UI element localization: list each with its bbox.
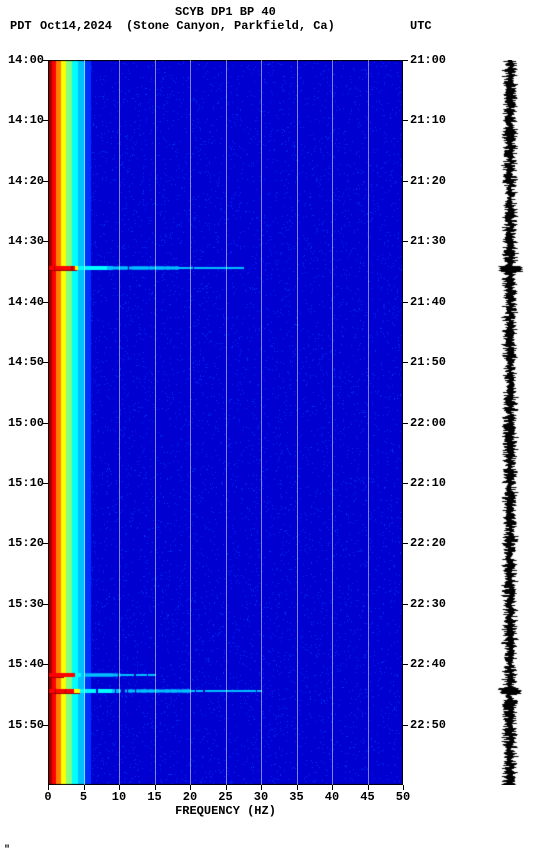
- tick-mark: [43, 604, 48, 605]
- tick-mark: [403, 302, 408, 303]
- grid-line: [261, 60, 262, 785]
- ytick-right: 22:30: [410, 597, 450, 611]
- tz-right-label: UTC: [410, 19, 432, 33]
- tz-left-label: PDT: [10, 19, 32, 33]
- ytick-left: 15:40: [4, 657, 44, 671]
- grid-line: [332, 60, 333, 785]
- xtick: 10: [104, 790, 134, 804]
- grid-line: [155, 60, 156, 785]
- ytick-right: 22:40: [410, 657, 450, 671]
- waveform-canvas: [490, 60, 530, 785]
- ytick-right: 22:00: [410, 416, 450, 430]
- ytick-left: 14:10: [4, 113, 44, 127]
- ytick-left: 14:40: [4, 295, 44, 309]
- ytick-right: 21:50: [410, 355, 450, 369]
- ytick-right: 22:50: [410, 718, 450, 732]
- ytick-left: 15:10: [4, 476, 44, 490]
- ytick-right: 21:40: [410, 295, 450, 309]
- tick-mark: [190, 785, 191, 790]
- ytick-right: 21:00: [410, 53, 450, 67]
- tick-mark: [403, 362, 408, 363]
- ytick-left: 15:20: [4, 536, 44, 550]
- grid-line: [368, 60, 369, 785]
- tick-mark: [403, 241, 408, 242]
- tick-mark: [43, 543, 48, 544]
- tick-mark: [403, 543, 408, 544]
- tick-mark: [155, 785, 156, 790]
- xtick: 5: [69, 790, 99, 804]
- tick-mark: [403, 785, 404, 790]
- xtick: 40: [317, 790, 347, 804]
- tick-mark: [332, 785, 333, 790]
- tick-mark: [403, 604, 408, 605]
- tick-mark: [403, 60, 408, 61]
- grid-line: [226, 60, 227, 785]
- tick-mark: [43, 483, 48, 484]
- ytick-left: 15:50: [4, 718, 44, 732]
- tick-mark: [84, 785, 85, 790]
- tick-mark: [43, 120, 48, 121]
- ytick-right: 21:10: [410, 113, 450, 127]
- tick-mark: [403, 120, 408, 121]
- grid-line: [119, 60, 120, 785]
- xtick: 15: [140, 790, 170, 804]
- tick-mark: [403, 423, 408, 424]
- ytick-left: 14:50: [4, 355, 44, 369]
- tick-mark: [43, 60, 48, 61]
- grid-line: [297, 60, 298, 785]
- tick-mark: [43, 241, 48, 242]
- footer-mark: ": [4, 845, 10, 856]
- tick-mark: [119, 785, 120, 790]
- waveform-panel: [490, 60, 530, 785]
- tick-mark: [48, 785, 49, 790]
- tick-mark: [403, 483, 408, 484]
- xtick: 50: [388, 790, 418, 804]
- ytick-left: 14:20: [4, 174, 44, 188]
- ytick-left: 14:30: [4, 234, 44, 248]
- xtick: 20: [175, 790, 205, 804]
- station-title: SCYB DP1 BP 40: [175, 5, 276, 19]
- ytick-right: 22:20: [410, 536, 450, 550]
- ytick-right: 21:30: [410, 234, 450, 248]
- date-label: Oct14,2024: [40, 19, 112, 33]
- xtick: 45: [353, 790, 383, 804]
- tick-mark: [43, 423, 48, 424]
- grid-line: [190, 60, 191, 785]
- xtick: 35: [282, 790, 312, 804]
- tick-mark: [403, 664, 408, 665]
- ytick-right: 21:20: [410, 174, 450, 188]
- tick-mark: [43, 302, 48, 303]
- ytick-left: 14:00: [4, 53, 44, 67]
- tick-mark: [261, 785, 262, 790]
- xtick: 25: [211, 790, 241, 804]
- tick-mark: [43, 362, 48, 363]
- xtick: 0: [33, 790, 63, 804]
- xtick: 30: [246, 790, 276, 804]
- tick-mark: [297, 785, 298, 790]
- tick-mark: [226, 785, 227, 790]
- tick-mark: [43, 181, 48, 182]
- ytick-right: 22:10: [410, 476, 450, 490]
- ytick-left: 15:30: [4, 597, 44, 611]
- ytick-left: 15:00: [4, 416, 44, 430]
- tick-mark: [403, 181, 408, 182]
- tick-mark: [43, 664, 48, 665]
- x-axis-label: FREQUENCY (HZ): [48, 804, 403, 818]
- location-label: (Stone Canyon, Parkfield, Ca): [126, 19, 335, 33]
- tick-mark: [403, 725, 408, 726]
- grid-line: [84, 60, 85, 785]
- tick-mark: [43, 725, 48, 726]
- tick-mark: [368, 785, 369, 790]
